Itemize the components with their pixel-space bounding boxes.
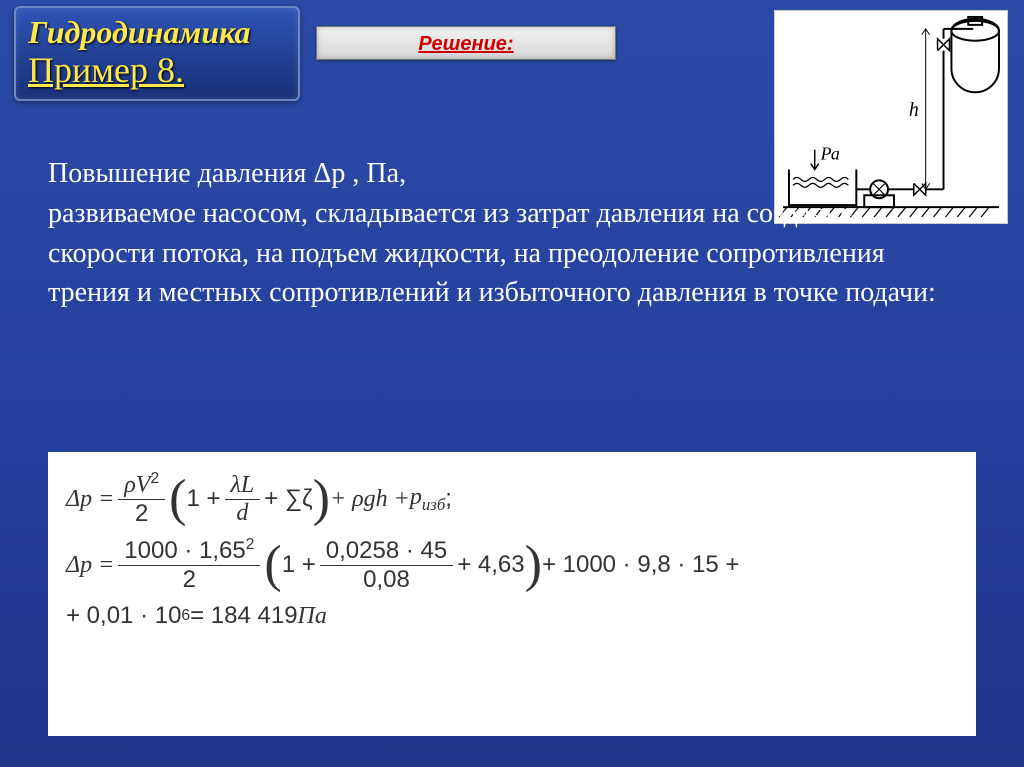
sym-frac-1: ρV2 2	[118, 470, 165, 528]
right-paren-icon: )	[313, 473, 330, 525]
formula-numeric-1: Δp = 1000 · 1,652 2 ( 1 + 0,0258 · 45 0,…	[66, 536, 958, 594]
diagram: h Ра	[774, 10, 1008, 224]
left-paren-icon: (	[264, 539, 281, 591]
paragraph-line-1: Повышение давления Δр , Па,	[48, 154, 768, 194]
solution-tab: Решение:	[316, 26, 616, 60]
pump-schematic-icon: h Ра	[775, 11, 1007, 223]
title-box: Гидродинамика Пример 8.	[14, 6, 300, 101]
formula-symbolic: Δp = ρV2 2 ( 1 + λL d + ∑ζ ) + ρgh + риз…	[66, 470, 958, 528]
slide: Гидродинамика Пример 8. Решение:	[0, 0, 1024, 767]
diagram-label-h: h	[909, 99, 919, 121]
title-line-2: Пример 8.	[28, 49, 286, 91]
left-paren-icon: (	[169, 473, 186, 525]
num-frac-1: 1000 · 1,652 2	[118, 536, 260, 594]
sym-lhs: Δp =	[66, 486, 114, 513]
title-line-1: Гидродинамика	[28, 14, 286, 51]
sym-frac-2: λL d	[225, 472, 261, 527]
num-frac-2: 0,0258 · 45 0,08	[320, 537, 453, 594]
diagram-label-pa: Ра	[820, 144, 840, 164]
solution-label: Решение:	[418, 33, 513, 55]
num-lhs: Δp =	[66, 552, 114, 579]
body-paragraph: Повышение давления Δр , Па, развиваемое …	[48, 154, 768, 313]
formula-numeric-2: + 0,01 · 106 = 184 419 Па	[66, 602, 958, 630]
right-paren-icon: )	[525, 539, 542, 591]
formula-box: Δp = ρV2 2 ( 1 + λL d + ∑ζ ) + ρgh + риз…	[48, 452, 976, 736]
paragraph-rest: развиваемое насосом, складывается из зат…	[48, 194, 958, 313]
